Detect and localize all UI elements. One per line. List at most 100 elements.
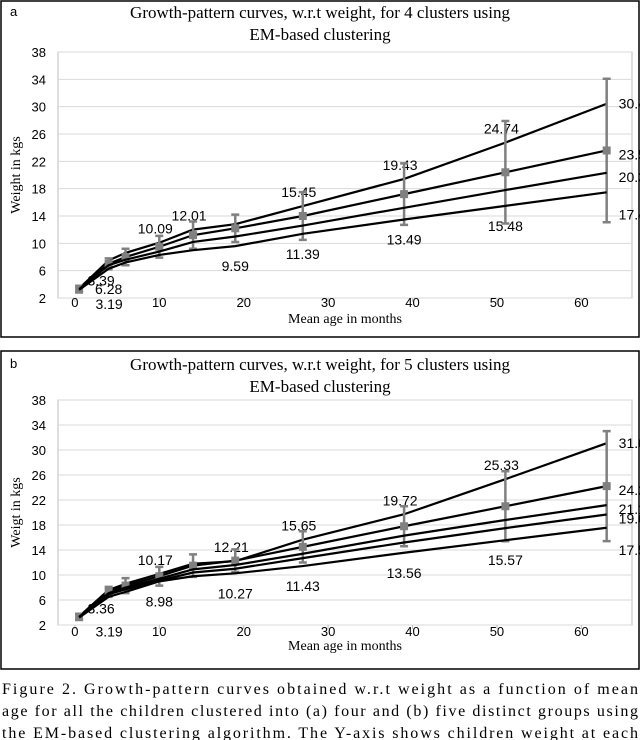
y-tick-label: 30 [32, 443, 46, 458]
data-label: 19.72 [383, 492, 418, 508]
caption-line: the EM-based clustering algorithm. The Y… [2, 725, 638, 740]
data-label: 30.43 [619, 96, 640, 112]
y-tick-label: 30 [32, 100, 46, 115]
series-line [78, 485, 607, 618]
y-axis-label: Weight in kgs [9, 136, 24, 213]
x-tick-label: 10 [152, 295, 166, 310]
x-tick-label: 20 [236, 295, 250, 310]
data-label: 15.48 [488, 218, 523, 234]
y-tick-label: 2 [39, 618, 46, 633]
data-label: 11.39 [286, 246, 320, 262]
error-marker [104, 259, 113, 268]
error-marker [231, 224, 240, 233]
error-marker [121, 581, 130, 590]
error-marker [155, 242, 164, 251]
data-label: 10.09 [138, 221, 173, 237]
x-tick-label: 30 [321, 624, 335, 639]
error-marker [501, 168, 510, 177]
series-line [78, 191, 607, 291]
y-tick-label: 38 [32, 393, 46, 408]
y-tick-label: 34 [32, 72, 46, 87]
data-label: 9.59 [222, 258, 249, 274]
error-marker [602, 146, 611, 155]
data-label: 19.43 [383, 157, 418, 173]
x-axis-label: Mean age in months [288, 639, 402, 654]
x-axis-label: Mean age in months [288, 312, 402, 327]
panel-label: a [10, 4, 18, 19]
y-tick-label: 22 [32, 493, 46, 508]
data-label: 21.18 [619, 501, 640, 517]
error-marker [400, 522, 409, 531]
data-label: 13.56 [387, 565, 422, 581]
y-axis-label: Weigt in kgs [9, 477, 24, 547]
data-label: 12.21 [214, 539, 249, 555]
data-label: 12.01 [172, 208, 207, 224]
data-label: 11.43 [286, 578, 320, 594]
data-label: 19.68 [619, 511, 640, 527]
x-tick-label: 50 [490, 295, 504, 310]
chart-title: Growth-pattern curves, w.r.t weight, for… [130, 355, 510, 374]
series-line [78, 149, 607, 290]
x-tick-label: 40 [405, 295, 419, 310]
y-tick-label: 34 [32, 418, 46, 433]
y-tick-label: 2 [39, 291, 46, 306]
chart-title: EM-based clustering [249, 377, 391, 396]
y-tick-label: 10 [32, 568, 46, 583]
data-label: 3.19 [95, 296, 122, 312]
panel-frame [0, 350, 640, 670]
x-tick-label: 10 [152, 624, 166, 639]
series-line [78, 504, 607, 618]
y-tick-label: 18 [32, 518, 46, 533]
data-label: 15.65 [281, 518, 316, 534]
error-marker [400, 190, 409, 199]
error-marker [189, 561, 198, 570]
x-tick-label: 0 [71, 624, 78, 639]
caption-line: age for all the children clustered into … [2, 703, 638, 720]
error-marker [298, 212, 307, 220]
y-tick-label: 26 [32, 468, 46, 483]
error-marker [189, 231, 198, 240]
data-label: 17.47 [619, 206, 640, 222]
caption-line: Figure 2. Growth-pattern curves obtained… [2, 681, 638, 698]
x-tick-label: 40 [405, 624, 419, 639]
panel-label: b [10, 356, 17, 371]
data-label: 24.74 [484, 121, 519, 137]
data-label: 10.27 [218, 585, 253, 601]
data-label: 24.22 [619, 482, 640, 498]
y-tick-label: 14 [32, 209, 46, 224]
x-tick-label: 50 [490, 624, 504, 639]
y-tick-label: 10 [32, 236, 46, 251]
data-label: 10.17 [138, 552, 173, 568]
data-label: 6.28 [95, 281, 122, 297]
error-marker [155, 572, 164, 581]
y-tick-label: 18 [32, 182, 46, 197]
data-label: 31.09 [619, 435, 640, 451]
data-label: 25.33 [484, 457, 519, 473]
y-tick-label: 6 [39, 264, 46, 279]
data-label: 8.98 [146, 593, 173, 609]
y-tick-label: 26 [32, 127, 46, 142]
data-label: 3.19 [95, 624, 122, 640]
panel-frame [0, 0, 640, 338]
series-line [78, 513, 607, 619]
data-label: 15.57 [488, 552, 523, 568]
error-marker [298, 542, 307, 551]
error-marker [121, 253, 130, 261]
data-label: 17.56 [619, 542, 640, 558]
x-tick-label: 60 [574, 624, 588, 639]
x-tick-label: 0 [71, 295, 78, 310]
y-tick-label: 6 [39, 593, 46, 608]
y-tick-label: 38 [32, 45, 46, 60]
data-label: 13.49 [387, 231, 422, 247]
x-tick-label: 30 [321, 295, 335, 310]
x-tick-label: 60 [574, 295, 588, 310]
error-marker [104, 587, 113, 596]
error-marker [501, 502, 510, 511]
error-marker [231, 556, 240, 565]
data-label: 20.32 [619, 169, 640, 185]
error-marker [602, 482, 611, 491]
series-line [78, 171, 607, 290]
chart-title: EM-based clustering [249, 25, 391, 44]
data-label: 23.59 [619, 146, 640, 162]
